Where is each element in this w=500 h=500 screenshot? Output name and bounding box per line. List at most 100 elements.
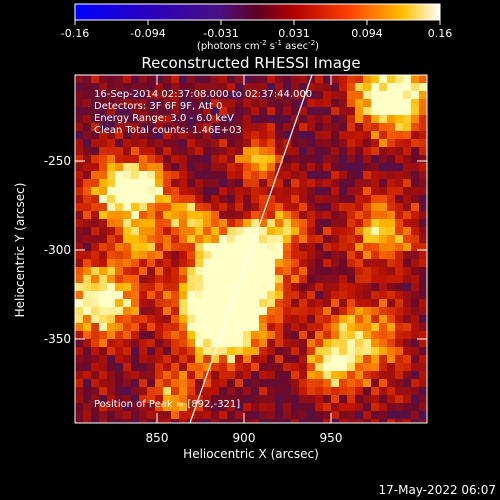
image-pixel xyxy=(139,291,147,299)
image-pixel xyxy=(163,275,171,283)
image-pixel xyxy=(179,283,187,291)
image-pixel xyxy=(347,307,355,315)
image-pixel xyxy=(235,251,243,259)
image-pixel xyxy=(275,371,283,379)
image-pixel xyxy=(211,363,219,371)
image-pixel xyxy=(83,371,91,379)
image-pixel xyxy=(307,323,315,331)
image-pixel xyxy=(259,115,267,123)
image-pixel xyxy=(219,187,227,195)
image-pixel xyxy=(115,83,123,91)
image-pixel xyxy=(211,203,219,211)
image-pixel xyxy=(123,75,131,83)
image-pixel xyxy=(91,259,99,267)
image-pixel xyxy=(195,299,203,307)
image-pixel xyxy=(419,331,427,339)
image-pixel xyxy=(387,339,395,347)
image-pixel xyxy=(155,187,163,195)
image-pixel xyxy=(259,323,267,331)
image-pixel xyxy=(283,363,291,371)
image-pixel xyxy=(147,83,155,91)
image-pixel xyxy=(291,187,299,195)
image-pixel xyxy=(219,195,227,203)
timestamp: 17-May-2022 06:07 xyxy=(379,483,496,497)
image-pixel xyxy=(219,99,227,107)
image-pixel xyxy=(379,379,387,387)
image-pixel xyxy=(411,323,419,331)
image-pixel xyxy=(91,347,99,355)
image-pixel xyxy=(339,227,347,235)
image-pixel xyxy=(299,227,307,235)
image-pixel xyxy=(75,251,83,259)
image-pixel xyxy=(387,331,395,339)
image-pixel xyxy=(235,203,243,211)
image-pixel xyxy=(147,411,155,419)
image-pixel xyxy=(331,267,339,275)
image-pixel xyxy=(227,131,235,139)
image-pixel xyxy=(219,171,227,179)
image-pixel xyxy=(363,147,371,155)
image-pixel xyxy=(131,163,139,171)
image-pixel xyxy=(419,363,427,371)
image-pixel xyxy=(315,363,323,371)
image-pixel xyxy=(403,155,411,163)
image-pixel xyxy=(139,195,147,203)
image-pixel xyxy=(379,211,387,219)
image-pixel xyxy=(179,155,187,163)
image-pixel xyxy=(339,99,347,107)
image-pixel xyxy=(195,411,203,419)
image-pixel xyxy=(291,163,299,171)
image-pixel xyxy=(155,115,163,123)
image-pixel xyxy=(123,155,131,163)
image-pixel xyxy=(243,131,251,139)
image-pixel xyxy=(83,403,91,411)
image-pixel xyxy=(195,203,203,211)
image-pixel xyxy=(235,115,243,123)
image-pixel xyxy=(299,115,307,123)
image-pixel xyxy=(203,187,211,195)
image-pixel xyxy=(395,115,403,123)
image-pixel xyxy=(83,163,91,171)
image-pixel xyxy=(251,163,259,171)
image-pixel xyxy=(171,179,179,187)
image-pixel xyxy=(187,243,195,251)
image-pixel xyxy=(75,107,83,115)
image-pixel xyxy=(339,267,347,275)
image-pixel xyxy=(227,107,235,115)
image-pixel xyxy=(243,179,251,187)
image-pixel xyxy=(371,323,379,331)
image-pixel xyxy=(379,131,387,139)
image-pixel xyxy=(331,115,339,123)
image-pixel xyxy=(315,123,323,131)
image-pixel xyxy=(307,307,315,315)
image-pixel xyxy=(347,331,355,339)
image-pixel xyxy=(259,331,267,339)
image-pixel xyxy=(267,99,275,107)
image-pixel xyxy=(91,419,99,423)
image-pixel xyxy=(275,203,283,211)
image-pixel xyxy=(147,115,155,123)
image-pixel xyxy=(243,235,251,243)
image-pixel xyxy=(99,131,107,139)
image-pixel xyxy=(171,115,179,123)
image-pixel xyxy=(323,267,331,275)
image-pixel xyxy=(211,91,219,99)
image-pixel xyxy=(139,107,147,115)
image-pixel xyxy=(267,171,275,179)
image-pixel xyxy=(299,299,307,307)
image-pixel xyxy=(259,283,267,291)
image-pixel xyxy=(307,179,315,187)
image-pixel xyxy=(131,403,139,411)
image-pixel xyxy=(195,91,203,99)
image-pixel xyxy=(347,227,355,235)
image-pixel xyxy=(403,403,411,411)
image-pixel xyxy=(75,91,83,99)
image-pixel xyxy=(323,123,331,131)
image-pixel xyxy=(283,371,291,379)
image-pixel xyxy=(315,315,323,323)
image-pixel xyxy=(275,291,283,299)
image-pixel xyxy=(115,355,123,363)
image-pixel xyxy=(179,291,187,299)
image-pixel xyxy=(363,275,371,283)
image-pixel xyxy=(187,387,195,395)
